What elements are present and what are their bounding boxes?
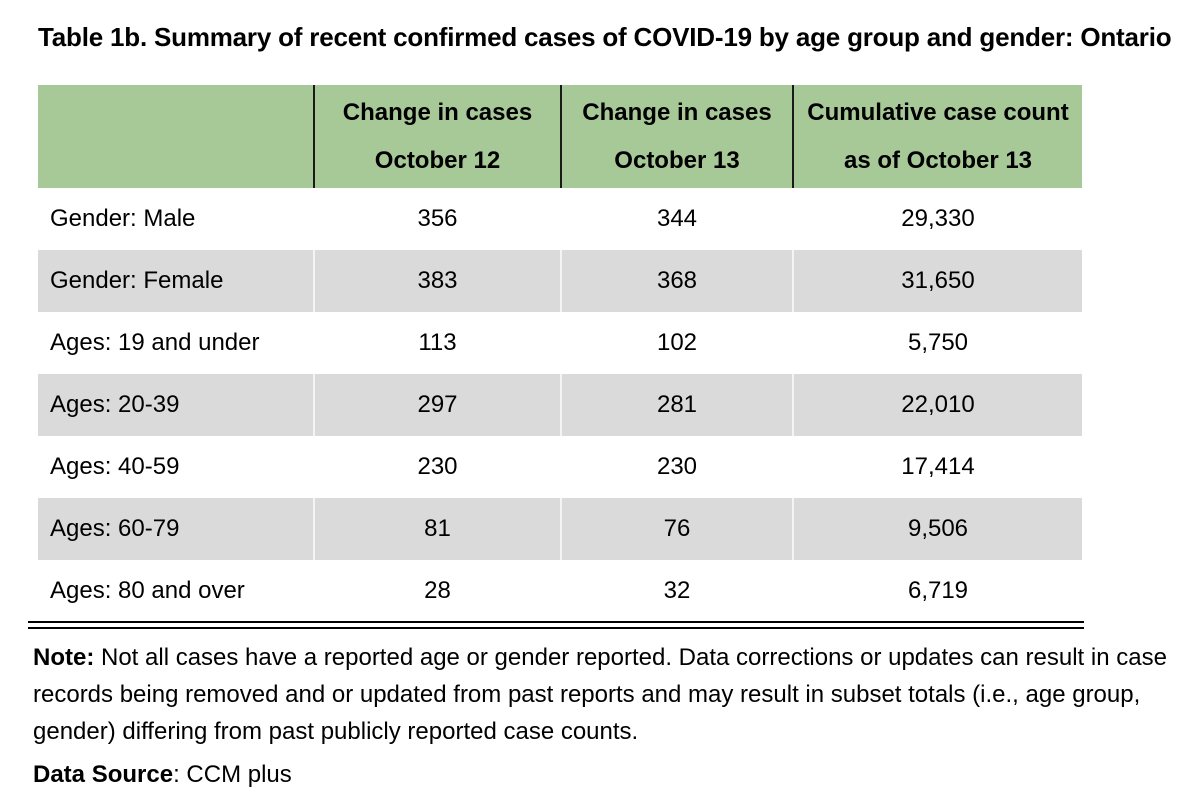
- table-row: Ages: 19 and under 113 102 5,750: [38, 312, 1082, 374]
- footnotes: Note: Not all cases have a reported age …: [33, 639, 1173, 788]
- header-line: Change in cases: [582, 98, 772, 126]
- cell-value: 230: [560, 436, 792, 498]
- row-label: Ages: 20-39: [38, 374, 313, 436]
- row-label: Gender: Female: [38, 250, 313, 312]
- header-line: October 13: [614, 146, 740, 174]
- cell-value: 22,010: [792, 374, 1082, 436]
- table-row: Gender: Male 356 344 29,330: [38, 188, 1082, 250]
- cell-value: 344: [560, 188, 792, 250]
- table-row: Ages: 60-79 81 76 9,506: [38, 498, 1082, 560]
- cell-value: 102: [560, 312, 792, 374]
- cell-value: 31,650: [792, 250, 1082, 312]
- cell-value: 113: [313, 312, 560, 374]
- table-row: Ages: 40-59 230 230 17,414: [38, 436, 1082, 498]
- row-label: Ages: 40-59: [50, 453, 180, 480]
- cell-value: 383: [313, 250, 560, 312]
- cell-value: 368: [560, 250, 792, 312]
- header-line: Cumulative case count: [807, 98, 1069, 126]
- header-line: as of October 13: [843, 146, 1033, 174]
- data-source-text: : CCM plus: [173, 761, 292, 788]
- covid-summary-table: Change in cases October 12 Change in cas…: [38, 85, 1082, 622]
- cell-value: 9,506: [792, 498, 1082, 560]
- data-source-label: Data Source: [33, 761, 174, 788]
- cell-value: 281: [560, 374, 792, 436]
- header-line: October 12: [374, 146, 501, 174]
- note-label: Note:: [33, 644, 95, 671]
- table-row: Ages: 20-39 297 281 22,010: [38, 374, 1082, 436]
- cell-value: 81: [313, 498, 560, 560]
- cell-value: 297: [313, 374, 560, 436]
- note-paragraph: Note: Not all cases have a reported age …: [33, 639, 1173, 750]
- cell-value: 32: [560, 560, 792, 622]
- header-cell-change-oct12: Change in cases October 12: [313, 85, 560, 188]
- cell-value: 28: [313, 560, 560, 622]
- table-bottom-double-rule: [28, 621, 1084, 629]
- data-source-line: Data Source: CCM plus: [33, 756, 1173, 788]
- row-label: Gender: Male: [50, 205, 196, 232]
- page-title: Table 1b. Summary of recent confirmed ca…: [38, 22, 1172, 52]
- cell-value: 6,719: [792, 560, 1082, 622]
- table-row: Ages: 80 and over 28 32 6,719: [38, 560, 1082, 622]
- cell-value: 230: [313, 436, 560, 498]
- header-cell-change-oct13: Change in cases October 13: [560, 85, 792, 188]
- cell-value: 29,330: [792, 188, 1082, 250]
- header-line: Change in cases: [342, 98, 533, 126]
- row-label: Ages: 80 and over: [50, 577, 245, 604]
- header-cell-empty: [38, 85, 313, 188]
- cell-value: 356: [313, 188, 560, 250]
- row-label: Ages: 19 and under: [50, 329, 260, 356]
- row-label: Ages: 60-79: [38, 498, 313, 560]
- header-cell-cumulative: Cumulative case count as of October 13: [792, 85, 1082, 188]
- note-text: Not all cases have a reported age or gen…: [33, 644, 1167, 745]
- cell-value: 76: [560, 498, 792, 560]
- cell-value: 17,414: [792, 436, 1082, 498]
- cell-value: 5,750: [792, 312, 1082, 374]
- table-header-row: Change in cases October 12 Change in cas…: [38, 85, 1082, 188]
- table-row: Gender: Female 383 368 31,650: [38, 250, 1082, 312]
